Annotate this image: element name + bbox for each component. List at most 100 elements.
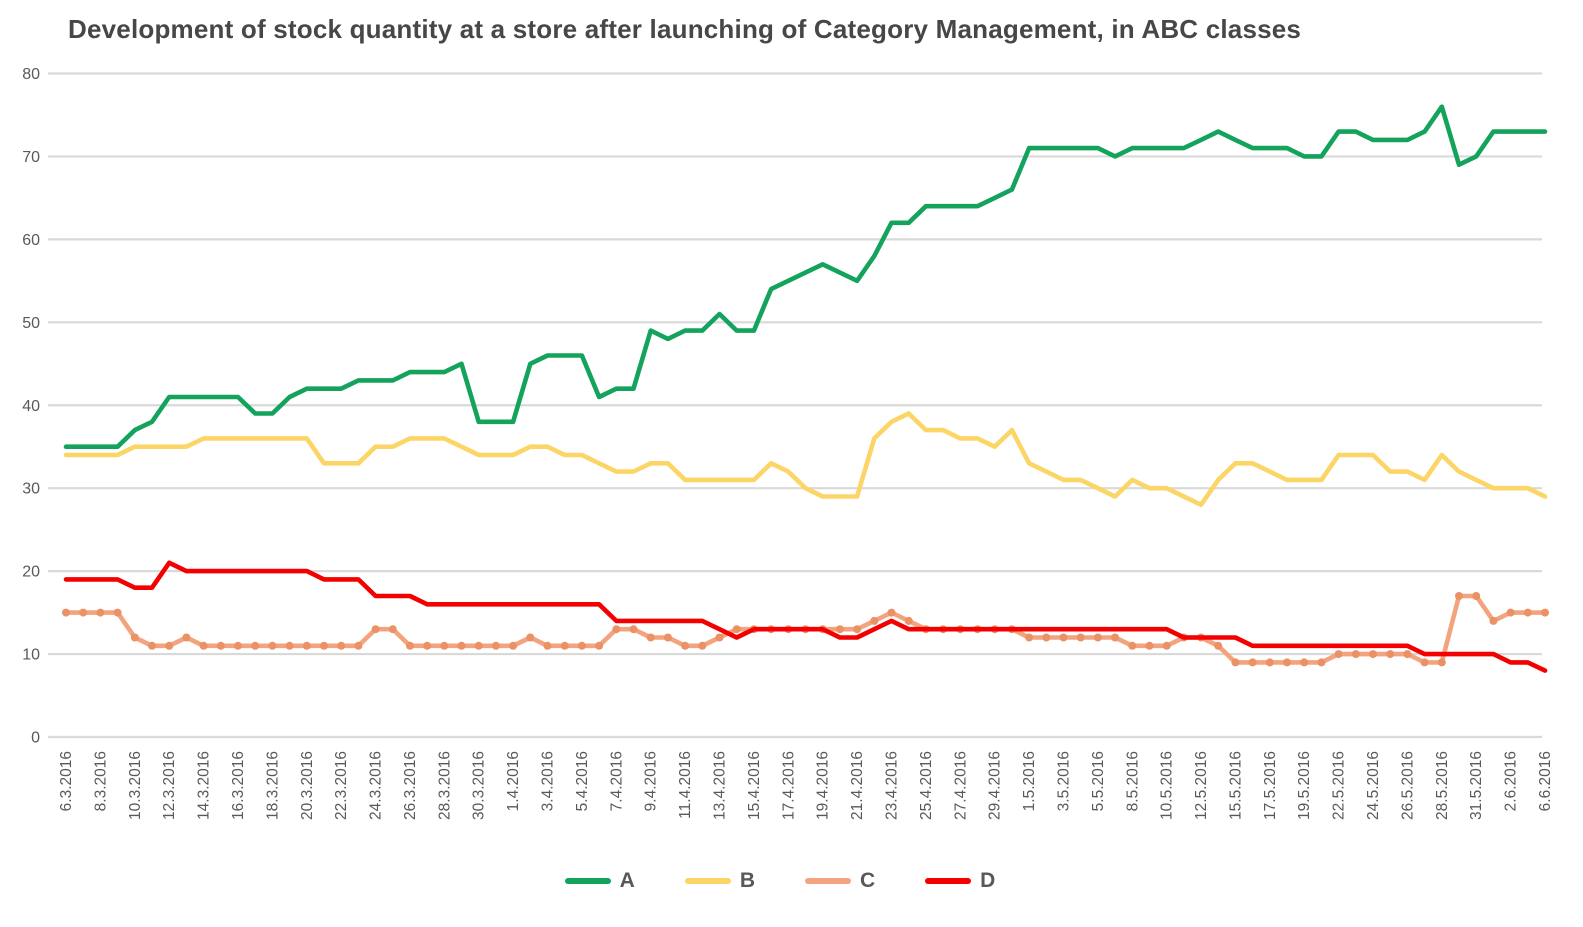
series-marker-C xyxy=(251,641,260,650)
x-tick-label: 7.4.2016 xyxy=(608,751,625,811)
y-tick-label: 40 xyxy=(22,398,40,415)
x-tick-label: 9.4.2016 xyxy=(643,751,660,811)
x-tick-label: 3.4.2016 xyxy=(540,751,557,811)
series-marker-C xyxy=(853,625,862,634)
series-marker-C xyxy=(234,641,242,650)
series-marker-C xyxy=(629,625,638,634)
series-marker-C xyxy=(165,641,174,650)
series-marker-C xyxy=(1076,633,1085,642)
x-tick-label: 27.4.2016 xyxy=(952,751,969,820)
series-marker-C xyxy=(681,641,690,650)
series-marker-C xyxy=(612,625,621,634)
legend-item-A[interactable]: A xyxy=(564,869,635,893)
y-tick-label: 70 xyxy=(22,149,40,166)
series-marker-C xyxy=(388,625,397,634)
series-marker-C xyxy=(1420,658,1429,667)
x-tick-label: 19.5.2016 xyxy=(1296,751,1313,820)
x-tick-label: 20.3.2016 xyxy=(299,751,316,820)
series-line-A xyxy=(63,104,1548,450)
series-marker-C xyxy=(543,641,552,650)
series-marker-C xyxy=(199,641,208,650)
series-marker-C xyxy=(1369,650,1377,659)
series-marker-C xyxy=(1506,608,1515,617)
x-tick-label: 12.3.2016 xyxy=(161,751,178,820)
x-tick-label: 5.4.2016 xyxy=(574,751,591,811)
y-tick-label: 10 xyxy=(22,647,40,664)
series-marker-C xyxy=(268,641,277,650)
legend-swatch-B xyxy=(684,878,731,884)
series-marker-C xyxy=(646,633,655,642)
series-marker-C xyxy=(1145,641,1154,650)
x-tick-label: 17.4.2016 xyxy=(780,751,797,820)
series-marker-C xyxy=(1059,633,1068,642)
series-marker-C xyxy=(1351,650,1360,659)
x-tick-label: 22.3.2016 xyxy=(333,751,350,820)
series-marker-C xyxy=(1455,592,1463,600)
series-marker-C xyxy=(1214,641,1223,650)
series-marker-C xyxy=(371,625,380,634)
x-tick-label: 5.5.2016 xyxy=(1090,751,1107,811)
legend-item-B[interactable]: B xyxy=(684,869,755,893)
series-marker-C xyxy=(870,616,879,625)
series-marker-C xyxy=(526,633,535,642)
legend-item-D[interactable]: D xyxy=(925,869,995,893)
chart-legend: A B C D xyxy=(0,869,1560,893)
x-tick-label: 25.4.2016 xyxy=(918,751,935,820)
series-line-D xyxy=(63,560,1548,673)
x-tick-label: 24.3.2016 xyxy=(368,751,385,820)
y-tick-label: 30 xyxy=(22,481,40,498)
series-marker-C xyxy=(148,641,156,650)
x-tick-label: 16.3.2016 xyxy=(230,751,247,820)
series-marker-C xyxy=(491,641,500,650)
x-tick-label: 21.4.2016 xyxy=(849,751,866,820)
series-marker-C xyxy=(887,608,896,617)
series-marker-C xyxy=(1472,592,1481,600)
series-marker-C xyxy=(1162,641,1171,650)
x-tick-label: 1.5.2016 xyxy=(1021,751,1038,811)
x-tick-label: 12.5.2016 xyxy=(1193,751,1210,820)
x-tick-label: 13.4.2016 xyxy=(712,751,729,820)
series-marker-C xyxy=(715,633,724,642)
x-tick-label: 8.5.2016 xyxy=(1124,751,1141,811)
legend-label-C: C xyxy=(860,869,876,892)
series-marker-C xyxy=(1523,608,1532,617)
y-tick-label: 60 xyxy=(22,232,40,249)
legend-item-C[interactable]: C xyxy=(805,869,875,893)
series-marker-C xyxy=(216,641,225,650)
series-marker-C xyxy=(302,641,311,650)
series-marker-C xyxy=(406,641,414,650)
x-tick-label: 15.4.2016 xyxy=(746,751,763,820)
series-marker-C xyxy=(440,641,449,650)
x-tick-label: 15.5.2016 xyxy=(1227,751,1244,820)
series-marker-C xyxy=(509,641,518,650)
x-tick-label: 6.3.2016 xyxy=(58,751,75,811)
series-marker-C xyxy=(577,641,586,650)
series-marker-C xyxy=(1489,616,1498,625)
series-marker-C xyxy=(1128,641,1137,650)
series-marker-C xyxy=(1300,658,1309,667)
x-tick-label: 14.3.2016 xyxy=(196,751,213,820)
series-marker-C xyxy=(337,641,346,650)
y-tick-label: 50 xyxy=(22,315,40,332)
series-marker-C xyxy=(1025,633,1034,642)
series-marker-C xyxy=(1541,608,1549,617)
series-marker-C xyxy=(595,641,604,650)
series-marker-C xyxy=(182,633,191,642)
series-marker-C xyxy=(1265,658,1274,667)
x-tick-label: 29.4.2016 xyxy=(987,751,1004,820)
series-marker-C xyxy=(1386,650,1395,659)
series-marker-C xyxy=(130,633,139,642)
x-tick-label: 2.6.2016 xyxy=(1503,751,1520,811)
legend-swatch-C xyxy=(805,878,851,884)
series-marker-C xyxy=(1317,658,1326,667)
x-tick-label: 26.3.2016 xyxy=(402,751,419,820)
series-marker-C xyxy=(457,641,466,650)
x-tick-label: 26.5.2016 xyxy=(1399,751,1416,820)
series-marker-C xyxy=(904,616,913,625)
series-marker-C xyxy=(732,625,741,634)
series-marker-C xyxy=(1111,633,1120,642)
series-marker-C xyxy=(62,608,70,617)
x-tick-label: 1.4.2016 xyxy=(505,751,522,811)
series-marker-C xyxy=(1231,658,1240,667)
